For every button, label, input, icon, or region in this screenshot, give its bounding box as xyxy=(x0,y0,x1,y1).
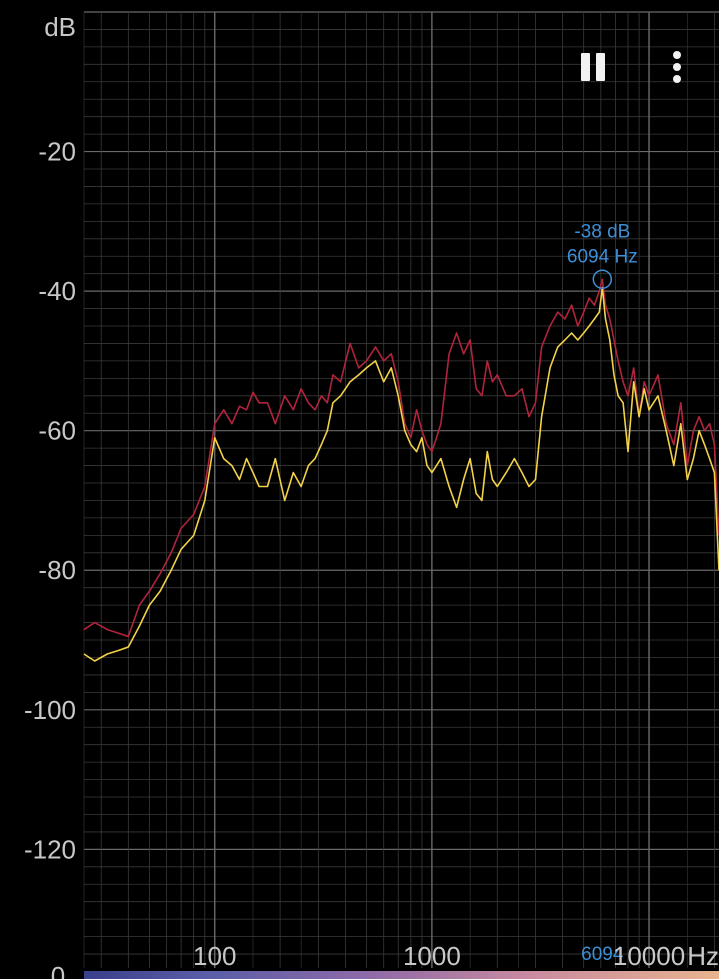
colorbar xyxy=(84,971,719,979)
more-vert-icon-dot xyxy=(673,63,681,71)
y-tick-label: -120 xyxy=(24,834,76,864)
more-options-button[interactable] xyxy=(660,44,694,90)
peak-marker-circle xyxy=(592,269,613,290)
peak-marker-layer: -38 dB 6094 Hz 6094 xyxy=(567,221,638,965)
x-unit-label: Hz xyxy=(687,941,719,971)
x-tick-label: 10000 xyxy=(613,941,685,971)
axis-labels: dB -20 -40 -60 -80 -100 -120 100 1000 10000 Hz xyxy=(24,12,719,971)
more-vert-icon-dot xyxy=(673,75,681,83)
y-tick-label: -60 xyxy=(38,416,76,446)
peak-axis-label: 6094 xyxy=(581,944,624,965)
x-tick-label: 1000 xyxy=(403,941,461,971)
more-vert-icon xyxy=(673,51,681,59)
y-tick-label: -100 xyxy=(24,695,76,725)
colorbar-zero-label: 0 xyxy=(51,961,65,979)
chart-grid xyxy=(83,11,719,968)
peak-hold-line xyxy=(83,278,719,638)
pause-button[interactable] xyxy=(570,44,616,90)
x-tick-label: 100 xyxy=(193,941,236,971)
peak-db-label: -38 dB xyxy=(574,221,630,242)
pause-icon xyxy=(581,53,590,81)
peak-hz-label: 6094 Hz xyxy=(567,246,638,267)
series-layer xyxy=(83,278,719,662)
pause-icon-bar xyxy=(596,53,605,81)
y-tick-label: -20 xyxy=(38,137,76,167)
y-tick-label: dB xyxy=(44,12,76,42)
y-tick-label: -40 xyxy=(38,276,76,306)
current-spectrum-line xyxy=(83,286,719,662)
y-tick-label: -80 xyxy=(38,555,76,585)
